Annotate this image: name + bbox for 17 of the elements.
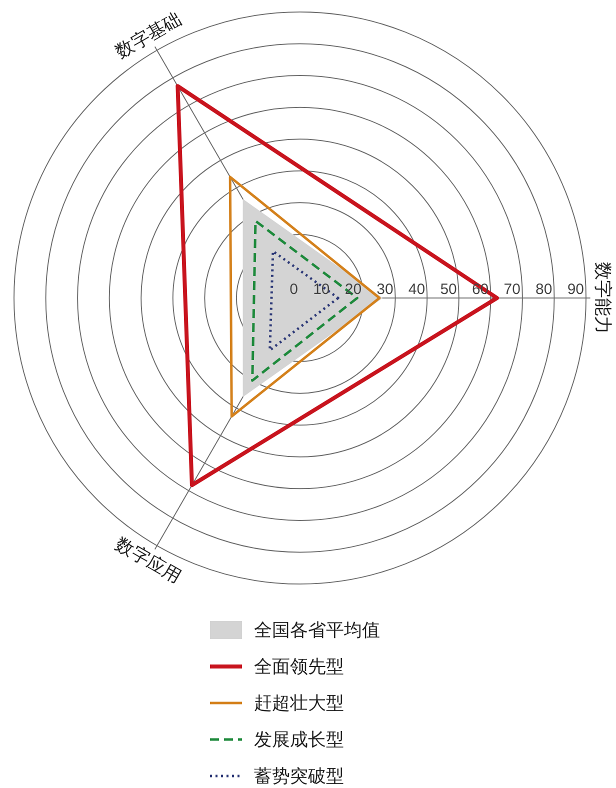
legend-label: 全面领先型 — [254, 656, 344, 676]
y-tick-label: 30 — [376, 281, 394, 298]
legend-label: 发展成长型 — [254, 730, 344, 750]
y-tick-label: 0 — [290, 281, 298, 298]
y-tick-label: 10 — [313, 281, 330, 298]
spoke-label: 数字基础 — [112, 8, 185, 62]
y-tick-label: 80 — [536, 281, 552, 298]
legend-label: 赶超壮大型 — [254, 693, 344, 713]
y-tick-label: 40 — [408, 281, 426, 298]
spoke-label: 数字应用 — [112, 534, 185, 588]
legend-label: 全国各省平均值 — [254, 620, 380, 640]
y-tick-label: 90 — [567, 281, 584, 298]
y-tick-label: 20 — [344, 281, 362, 298]
y-tick-label: 70 — [504, 281, 520, 298]
legend-label: 蓄势突破型 — [254, 766, 344, 786]
spoke-label: 数字能力 — [593, 262, 614, 334]
y-tick-label: 50 — [440, 281, 457, 298]
